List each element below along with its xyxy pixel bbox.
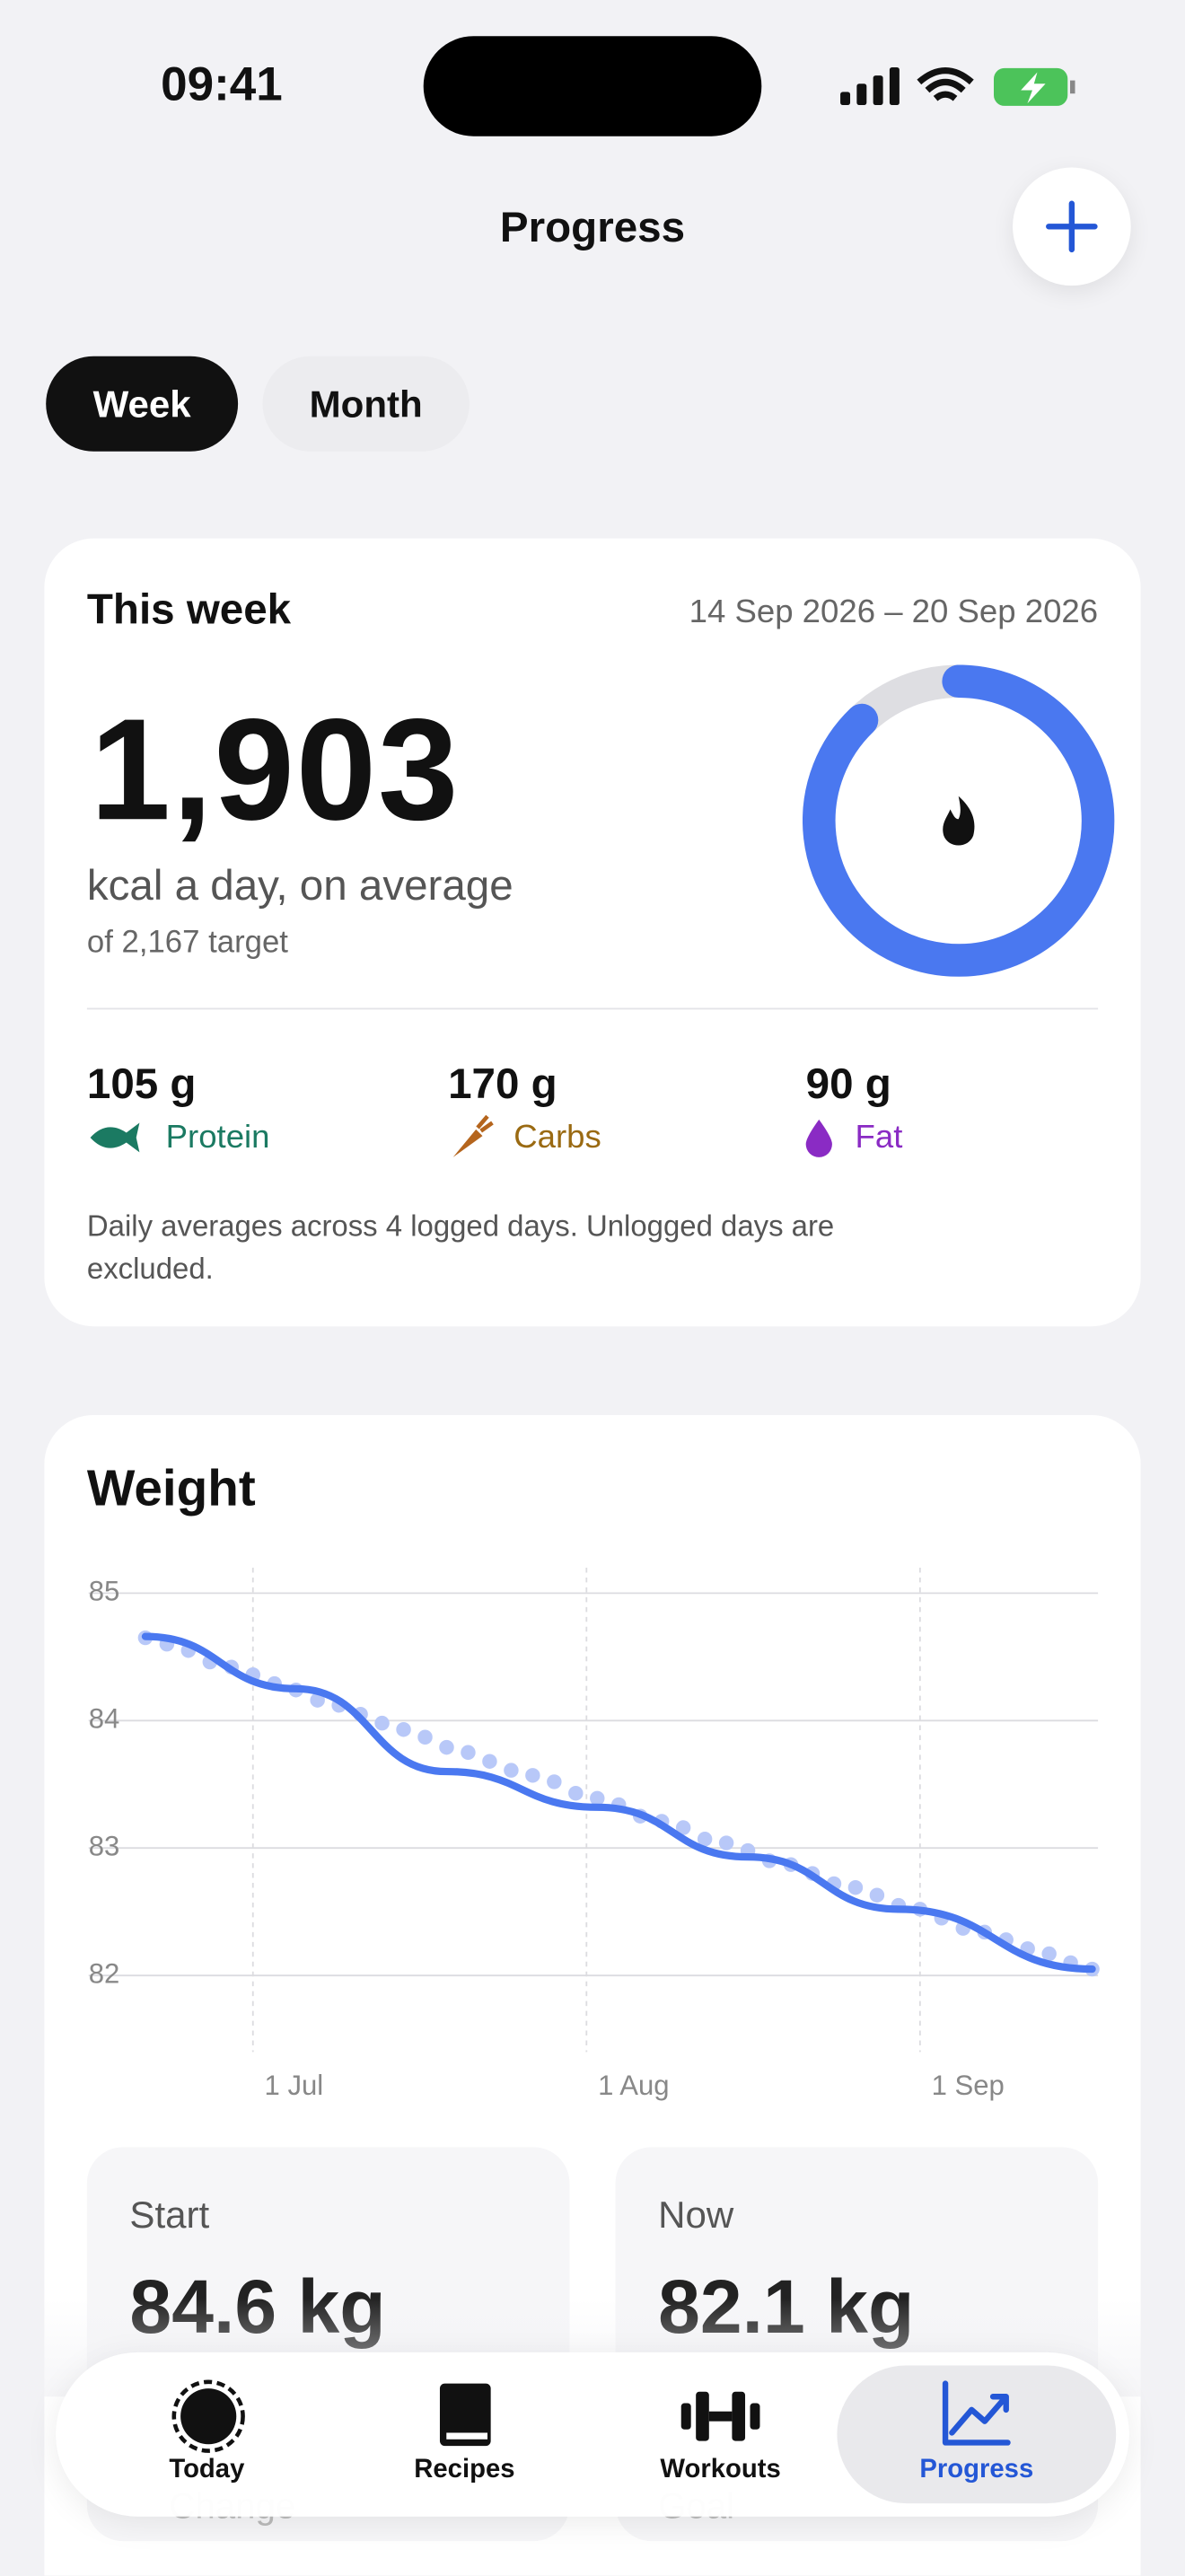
macro-amount: 105 g bbox=[86, 1059, 197, 1109]
tab[interactable]: Recipes bbox=[414, 2456, 515, 2484]
divider bbox=[86, 1007, 1099, 1010]
stat-label: Start bbox=[129, 2193, 210, 2237]
weight-point bbox=[396, 1722, 411, 1737]
flame-icon bbox=[943, 796, 975, 846]
drop-icon bbox=[805, 1119, 832, 1157]
date-range: 14 Sep 2026 – 20 Sep 2026 bbox=[689, 593, 1099, 631]
calories-unit: kcal a day, on average bbox=[86, 860, 514, 910]
macro-amount: 90 g bbox=[805, 1059, 891, 1109]
weight-point bbox=[697, 1832, 713, 1847]
weight-point bbox=[374, 1715, 390, 1731]
weight-point bbox=[461, 1745, 476, 1761]
carrot-icon bbox=[452, 1114, 494, 1157]
x-tick-label: 1 Aug bbox=[598, 2070, 670, 2101]
y-tick-label: 84 bbox=[89, 1702, 120, 1734]
add-button[interactable] bbox=[1013, 167, 1131, 286]
calorie-ring bbox=[803, 664, 1115, 977]
weight-point bbox=[869, 1887, 885, 1903]
y-tick-label: 85 bbox=[89, 1576, 120, 1607]
weight-point bbox=[675, 1820, 691, 1835]
weight-point bbox=[568, 1785, 584, 1801]
card-title: This week bbox=[86, 584, 292, 634]
tab[interactable]: Today bbox=[169, 2456, 245, 2484]
weight-point bbox=[310, 1692, 325, 1708]
weight-point bbox=[547, 1774, 562, 1789]
weight-point bbox=[439, 1739, 454, 1755]
weight-point bbox=[847, 1879, 864, 1895]
weight-point bbox=[525, 1768, 540, 1783]
trend-line bbox=[141, 1632, 1096, 1974]
weight-point bbox=[718, 1835, 734, 1851]
fish-icon bbox=[90, 1122, 140, 1153]
chart-title: Weight bbox=[86, 1459, 256, 1517]
tab[interactable]: Workouts bbox=[660, 2456, 781, 2484]
active-tab bbox=[837, 2365, 1117, 2504]
x-tick-label: 1 Jul bbox=[265, 2070, 324, 2101]
ring-progress bbox=[803, 664, 1115, 977]
y-tick-label: 82 bbox=[89, 1957, 120, 1989]
weight-point bbox=[1041, 1946, 1057, 1962]
note: Daily averages across 4 logged days. Unl… bbox=[86, 1209, 835, 1286]
toggle-week[interactable]: Week bbox=[46, 356, 239, 452]
y-tick-label: 83 bbox=[89, 1830, 120, 1861]
tab-icons bbox=[171, 2379, 1011, 2453]
weight-point bbox=[482, 1754, 497, 1769]
macro-amount: 170 g bbox=[448, 1059, 557, 1109]
toggle-month[interactable]: Month bbox=[262, 356, 470, 452]
weight-point bbox=[590, 1790, 605, 1807]
stat-label: Now bbox=[658, 2193, 734, 2237]
macro-name: Fat bbox=[855, 1119, 903, 1156]
status-icons bbox=[840, 66, 1075, 106]
weight-chart: 82 83 84 85 1 Jul 1 Aug 1 Sep bbox=[89, 1567, 1100, 2101]
macro-name: Carbs bbox=[514, 1119, 601, 1156]
weight-point bbox=[504, 1763, 519, 1778]
tab[interactable]: Progress bbox=[919, 2456, 1034, 2484]
x-tick-label: 1 Sep bbox=[932, 2070, 1005, 2101]
macro-name: Protein bbox=[165, 1119, 270, 1156]
status-time: 09:41 bbox=[161, 58, 283, 112]
dynamic-island bbox=[423, 36, 762, 136]
target: of 2,167 target bbox=[86, 926, 288, 961]
weight-point bbox=[417, 1729, 433, 1745]
calories: 1,903 bbox=[90, 688, 461, 851]
page-title: Progress bbox=[499, 201, 686, 251]
